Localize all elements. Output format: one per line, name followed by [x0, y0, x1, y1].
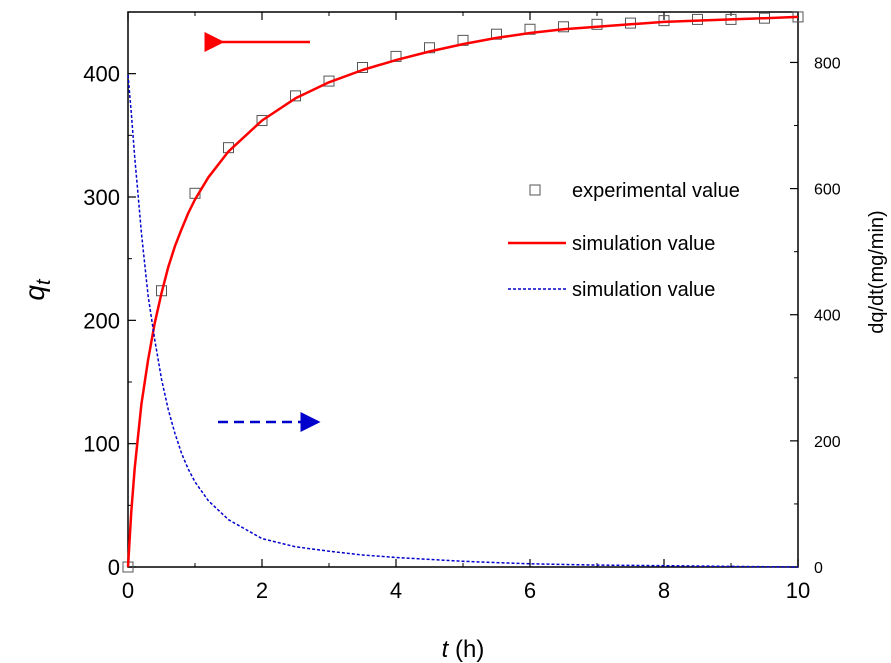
x-tick-label: 4 — [390, 578, 402, 603]
x-tick-label: 10 — [786, 578, 810, 603]
x-axis-symbol: t — [442, 636, 450, 663]
y-left-tick-label: 300 — [83, 185, 120, 210]
y-right-tick-label: 600 — [814, 182, 841, 199]
y-left-axis-ticks: 0 100 200 300 400 — [83, 62, 136, 580]
experimental-point — [256, 115, 268, 127]
y-right-axis-ticks: 0 200 400 600 800 — [790, 55, 841, 577]
y-right-tick-label: 0 — [814, 560, 823, 577]
x-axis-ticks: 0 2 4 6 8 10 — [122, 12, 810, 603]
legend: experimental value simulation value simu… — [508, 180, 740, 301]
y-left-axis-subscript: t — [33, 278, 55, 285]
x-tick-label: 2 — [256, 578, 268, 603]
x-tick-label: 0 — [122, 578, 134, 603]
y-left-tick-label: 0 — [108, 555, 120, 580]
y-right-tick-label: 200 — [814, 434, 841, 451]
legend-label-simulation-blue: simulation value — [572, 279, 715, 301]
x-axis-unit: (h) — [448, 636, 484, 663]
experimental-point — [491, 28, 502, 40]
experimental-point — [558, 21, 569, 33]
y-right-tick-label: 800 — [814, 55, 841, 72]
y-right-tick-label: 400 — [814, 308, 841, 325]
legend-marker-experimental — [529, 184, 541, 196]
x-axis-title: t (h) — [442, 636, 485, 663]
y-left-tick-label: 100 — [83, 432, 120, 457]
legend-label-experimental: experimental value — [572, 180, 740, 202]
y-left-tick-label: 200 — [83, 308, 120, 333]
experimental-point — [591, 18, 603, 30]
y-left-tick-label: 400 — [83, 62, 120, 87]
legend-label-simulation-red: simulation value — [572, 233, 715, 255]
series-layer — [122, 11, 804, 573]
series-simulation-uptake-line — [126, 15, 799, 568]
y-right-axis-title: dq/dt(mg/min) — [866, 210, 888, 333]
x-tick-label: 8 — [658, 578, 670, 603]
series-simulation-rate-line — [127, 75, 799, 568]
y-left-axis-title: qt — [19, 278, 55, 301]
experimental-point — [524, 23, 536, 35]
y-left-axis-symbol: q — [19, 285, 50, 301]
x-tick-label: 6 — [524, 578, 536, 603]
